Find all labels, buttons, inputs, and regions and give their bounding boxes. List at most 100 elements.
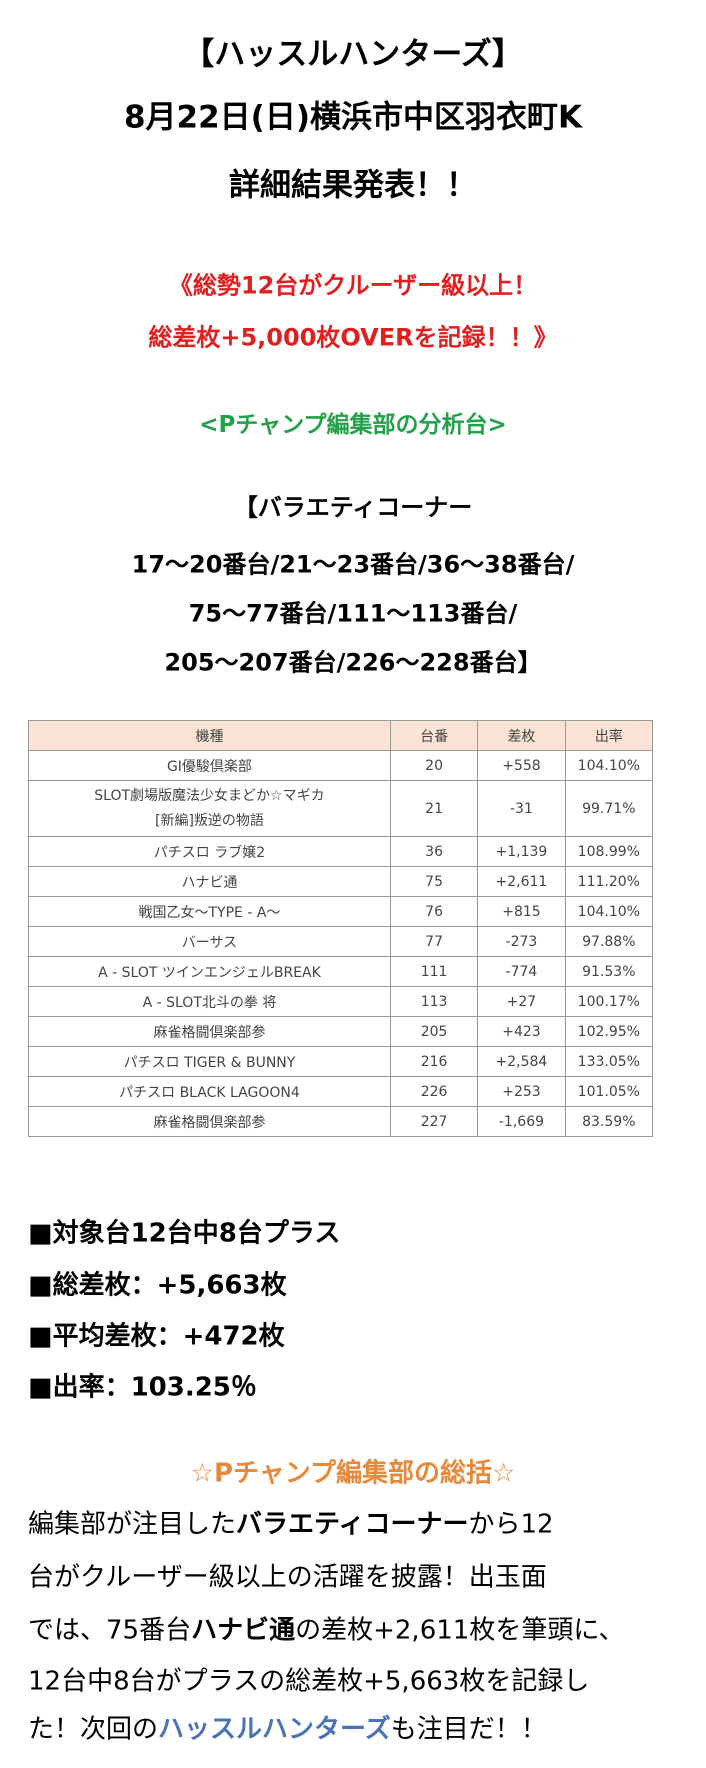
table-cell: 91.53% (564, 956, 654, 987)
table-row: パチスロ BLACK LAGOON4 226 +253 101.05% (28, 1076, 654, 1107)
review-text: から12 (468, 1509, 554, 1540)
table-cell: -31 (477, 780, 566, 837)
table-row: A - SLOT北斗の拳 将 113 +27 100.17% (28, 986, 654, 1017)
highlight-line: 総差枚+5,000枚OVERを記録！！》 (148, 323, 558, 352)
table-cell: +558 (477, 750, 566, 781)
table-cell: ハナビ通 (28, 866, 391, 897)
section-label: <Pチャンプ編集部の分析台> (199, 412, 507, 438)
table-row: バーサス 77 -273 97.88% (28, 926, 654, 957)
result-table: 機種 台番 差枚 出率 GI優駿倶楽部 20 +558 104.10% SLOT劇場版魔法少女ま… (28, 720, 654, 1137)
highlight-line: 《総勢12台がクルーザー級以上！ (168, 271, 538, 300)
table-cell: パチスロ ラブ嬢2 (28, 836, 391, 867)
review-text: バラエティコーナー (236, 1509, 469, 1540)
review-text: 編集部が注目した (28, 1509, 237, 1540)
table-row: GI優駿倶楽部 20 +558 104.10% (28, 750, 654, 781)
title-line: 詳細結果発表！！ (229, 167, 477, 204)
review-text: も注目だ！！ (390, 1714, 547, 1745)
table-cell: A - SLOT北斗の拳 将 (28, 986, 391, 1017)
table-row: ハナビ通 75 +2,611 111.20% (28, 866, 654, 897)
table-cell: 戦国乙女～TYPE - A～ (28, 896, 391, 927)
table-cell: 227 (389, 1106, 479, 1137)
table-cell: 100.17% (564, 986, 654, 1017)
machine-name: SLOT劇場版魔法少女まどか☆マギカ (94, 787, 325, 804)
summary-line: ■総差枚：+5,663枚 (28, 1270, 287, 1301)
table-cell: パチスロ BLACK LAGOON4 (28, 1076, 391, 1107)
table-cell: 麻雀格闘倶楽部参 (28, 1106, 391, 1137)
machine-name: A - SLOT ツインエンジェルBREAK (98, 964, 321, 981)
table-row: 戦国乙女～TYPE - A～ 76 +815 104.10% (28, 896, 654, 927)
table-cell: 83.59% (564, 1106, 654, 1137)
review-line: た！次回のハッスルハンターズも注目だ！！ (28, 1709, 547, 1746)
review-line: 台がクルーザー級以上の活躍を披露！出玉面 (28, 1557, 547, 1594)
column-header: 台番 (389, 720, 479, 751)
review-text: た！次回の (28, 1714, 159, 1745)
column-header: 差枚 (477, 720, 566, 751)
table-row: 麻雀格闘倶楽部参 205 +423 102.95% (28, 1016, 654, 1047)
table-cell: 75 (389, 866, 479, 897)
review-text: ハッスルハンターズ (158, 1714, 391, 1745)
machine-name: GI優駿倶楽部 (166, 758, 252, 775)
table-cell: 麻雀格闘倶楽部参 (28, 1016, 391, 1047)
title-line: 【ハッスルハンターズ】 (183, 36, 523, 73)
machine-name: A - SLOT北斗の拳 将 (142, 994, 277, 1011)
corner-line: 75～77番台/111～113番台/ (188, 599, 518, 628)
table-cell: 76 (389, 896, 479, 927)
table-cell: +27 (477, 986, 566, 1017)
corner-line: 17～20番台/21～23番台/36～38番台/ (131, 550, 575, 579)
machine-name: [新編]叛逆の物語 (154, 812, 264, 829)
table-cell: +2,611 (477, 866, 566, 897)
table-cell: 102.95% (564, 1016, 654, 1047)
summary-line: ■対象台12台中8台プラス (28, 1218, 341, 1249)
machine-name: 戦国乙女～TYPE - A～ (138, 904, 281, 921)
review-line: では、75番台ハナビ通の差枚+2,611枚を筆頭に、 (28, 1610, 625, 1647)
table-cell: バーサス (28, 926, 391, 957)
review-text: では、75番台 (28, 1615, 192, 1646)
table-cell: 77 (389, 926, 479, 957)
review-line: 12台中8台がプラスの総差枚+5,663枚を記録し (28, 1661, 589, 1698)
table-cell: 97.88% (564, 926, 654, 957)
corner-line: 205～207番台/226～228番台】 (164, 648, 542, 677)
summary-line: ■平均差枚：+472枚 (28, 1321, 285, 1352)
table-cell: -1,669 (477, 1106, 566, 1137)
table-row: A - SLOT ツインエンジェルBREAK 111 -774 91.53% (28, 956, 654, 987)
header-row: 機種 台番 差枚 出率 (28, 720, 654, 751)
table-cell: 111.20% (564, 866, 654, 897)
table-cell: GI優駿倶楽部 (28, 750, 391, 781)
table-cell: 101.05% (564, 1076, 654, 1107)
review-text: の差枚+2,611枚を筆頭に、 (295, 1615, 625, 1646)
review-title: ☆Pチャンプ編集部の総括☆ (190, 1458, 516, 1489)
summary-line: ■出率：103.25％ (28, 1372, 257, 1403)
column-header: 機種 (28, 720, 391, 751)
table-cell: 226 (389, 1076, 479, 1107)
table-cell: SLOT劇場版魔法少女まどか☆マギカ [新編]叛逆の物語 (28, 780, 391, 837)
table-row: パチスロ ラブ嬢2 36 +1,139 108.99% (28, 836, 654, 867)
table-cell: 21 (389, 780, 479, 837)
table-cell: パチスロ TIGER & BUNNY (28, 1046, 391, 1077)
review-text: 12台中8台がプラスの総差枚+5,663枚を記録し (28, 1666, 590, 1697)
table-cell: 99.71% (564, 780, 654, 837)
table-cell: 133.05% (564, 1046, 654, 1077)
review-line: 編集部が注目したバラエティコーナーから12 (28, 1504, 554, 1541)
table-cell: 36 (389, 836, 479, 867)
machine-name: パチスロ BLACK LAGOON4 (119, 1084, 300, 1101)
table-cell: +423 (477, 1016, 566, 1047)
table-cell: 108.99% (564, 836, 654, 867)
table-cell: 20 (389, 750, 479, 781)
corner-line: 【バラエティコーナー (233, 493, 473, 522)
table-cell: 104.10% (564, 750, 654, 781)
table-row: パチスロ TIGER & BUNNY 216 +2,584 133.05% (28, 1046, 654, 1077)
title-line: 8月22日(日)横浜市中区羽衣町K (123, 99, 583, 136)
column-header: 出率 (564, 720, 654, 751)
machine-name: パチスロ ラブ嬢2 (153, 844, 266, 861)
table-cell: 111 (389, 956, 479, 987)
machine-name: パチスロ TIGER & BUNNY (123, 1054, 296, 1071)
table-cell: 205 (389, 1016, 479, 1047)
table-row: 麻雀格闘倶楽部参 227 -1,669 83.59% (28, 1106, 654, 1137)
review-text: 台がクルーザー級以上の活躍を披露！出玉面 (28, 1562, 547, 1593)
table-cell: -774 (477, 956, 566, 987)
review-text: ハナビ通 (191, 1615, 296, 1646)
table-cell: 113 (389, 986, 479, 1017)
machine-name: ハナビ通 (181, 874, 238, 891)
table-cell: 104.10% (564, 896, 654, 927)
